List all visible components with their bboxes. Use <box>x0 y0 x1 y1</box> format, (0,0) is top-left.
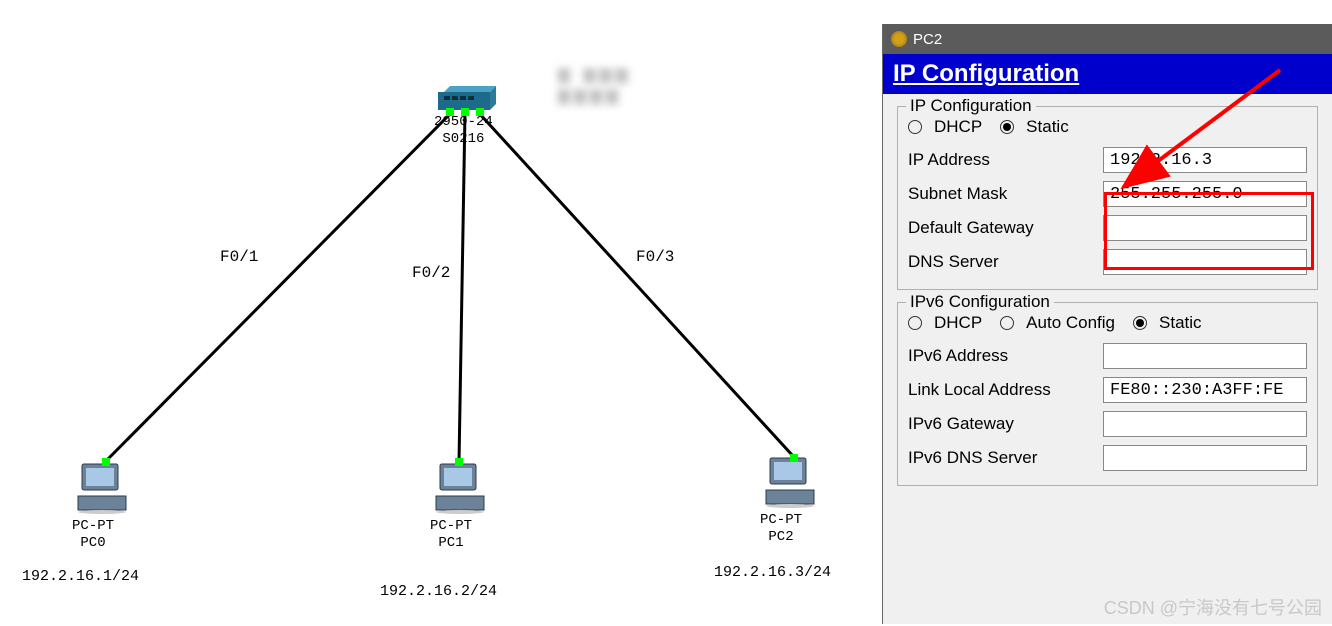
ipv6-auto-radio[interactable] <box>1000 316 1014 330</box>
ipv6-static-label[interactable]: Static <box>1159 313 1202 333</box>
port-label-1: F0/1 <box>220 248 258 266</box>
pc-icon[interactable] <box>764 456 816 508</box>
dhcp-radio[interactable] <box>908 120 922 134</box>
dns-server-input[interactable] <box>1103 249 1307 275</box>
pc-icon[interactable] <box>434 462 486 514</box>
config-window: PC2 IP Configuration IP Configuration DH… <box>882 24 1332 624</box>
window-title: PC2 <box>913 31 942 48</box>
port-label-3: F0/3 <box>636 248 674 266</box>
section-header: IP Configuration <box>883 54 1332 94</box>
window-titlebar[interactable]: PC2 <box>883 24 1332 54</box>
static-label[interactable]: Static <box>1026 117 1069 137</box>
pc-type: PC-PT <box>430 518 472 534</box>
ipv6-dhcp-label[interactable]: DHCP <box>934 313 982 333</box>
ipv4-fieldset: IP Configuration DHCP Static IP Address … <box>897 106 1318 290</box>
link-local-input[interactable] <box>1103 377 1307 403</box>
switch-label: 2950-24 S0216 <box>434 114 493 148</box>
pc-ip: 192.2.16.3/24 <box>714 564 831 581</box>
default-gateway-input[interactable] <box>1103 215 1307 241</box>
ipv4-legend: IP Configuration <box>906 96 1036 116</box>
ip-address-input[interactable] <box>1103 147 1307 173</box>
default-gateway-label: Default Gateway <box>908 218 1103 238</box>
switch-model: 2950-24 <box>434 114 493 130</box>
pc-label: PC-PT PC0 <box>72 518 114 552</box>
pc-label: PC-PT PC2 <box>760 512 802 546</box>
ip-address-label: IP Address <box>908 150 1103 170</box>
pc-name: PC0 <box>80 535 105 551</box>
ipv6-dns-label: IPv6 DNS Server <box>908 448 1103 468</box>
pc-type: PC-PT <box>72 518 114 534</box>
pc-name: PC1 <box>438 535 463 551</box>
pc-ip: 192.2.16.1/24 <box>22 568 139 585</box>
link-dot <box>455 458 463 466</box>
pc-label: PC-PT PC1 <box>430 518 472 552</box>
ipv6-auto-label[interactable]: Auto Config <box>1026 313 1115 333</box>
ipv6-fieldset: IPv6 Configuration DHCP Auto Config Stat… <box>897 302 1318 486</box>
static-radio[interactable] <box>1000 120 1014 134</box>
port-label-2: F0/2 <box>412 264 450 282</box>
ipv6-gateway-label: IPv6 Gateway <box>908 414 1103 434</box>
link-local-label: Link Local Address <box>908 380 1103 400</box>
dhcp-label[interactable]: DHCP <box>934 117 982 137</box>
blurred-text: 置 置置置置置置置 <box>556 68 630 110</box>
watermark: CSDN @宁海没有七号公园 <box>1104 594 1322 620</box>
link-dot <box>790 454 798 462</box>
pc-icon[interactable] <box>76 462 128 514</box>
subnet-mask-input[interactable] <box>1103 181 1307 207</box>
ipv6-dhcp-radio[interactable] <box>908 316 922 330</box>
ipv6-static-radio[interactable] <box>1133 316 1147 330</box>
switch-name: S0216 <box>442 131 484 147</box>
pc-ip: 192.2.16.2/24 <box>380 583 497 600</box>
ipv6-address-label: IPv6 Address <box>908 346 1103 366</box>
pc-type: PC-PT <box>760 512 802 528</box>
dns-server-label: DNS Server <box>908 252 1103 272</box>
ipv6-dns-input[interactable] <box>1103 445 1307 471</box>
pc-window-icon <box>891 31 907 47</box>
topology-canvas: 2950-24 S0216 置 置置置置置置置 F0/1 F0/2 F0/3 P… <box>0 0 880 626</box>
pc-name: PC2 <box>768 529 793 545</box>
ipv6-legend: IPv6 Configuration <box>906 292 1054 312</box>
link-dot <box>102 458 110 466</box>
ipv6-address-input[interactable] <box>1103 343 1307 369</box>
subnet-mask-label: Subnet Mask <box>908 184 1103 204</box>
ipv6-gateway-input[interactable] <box>1103 411 1307 437</box>
